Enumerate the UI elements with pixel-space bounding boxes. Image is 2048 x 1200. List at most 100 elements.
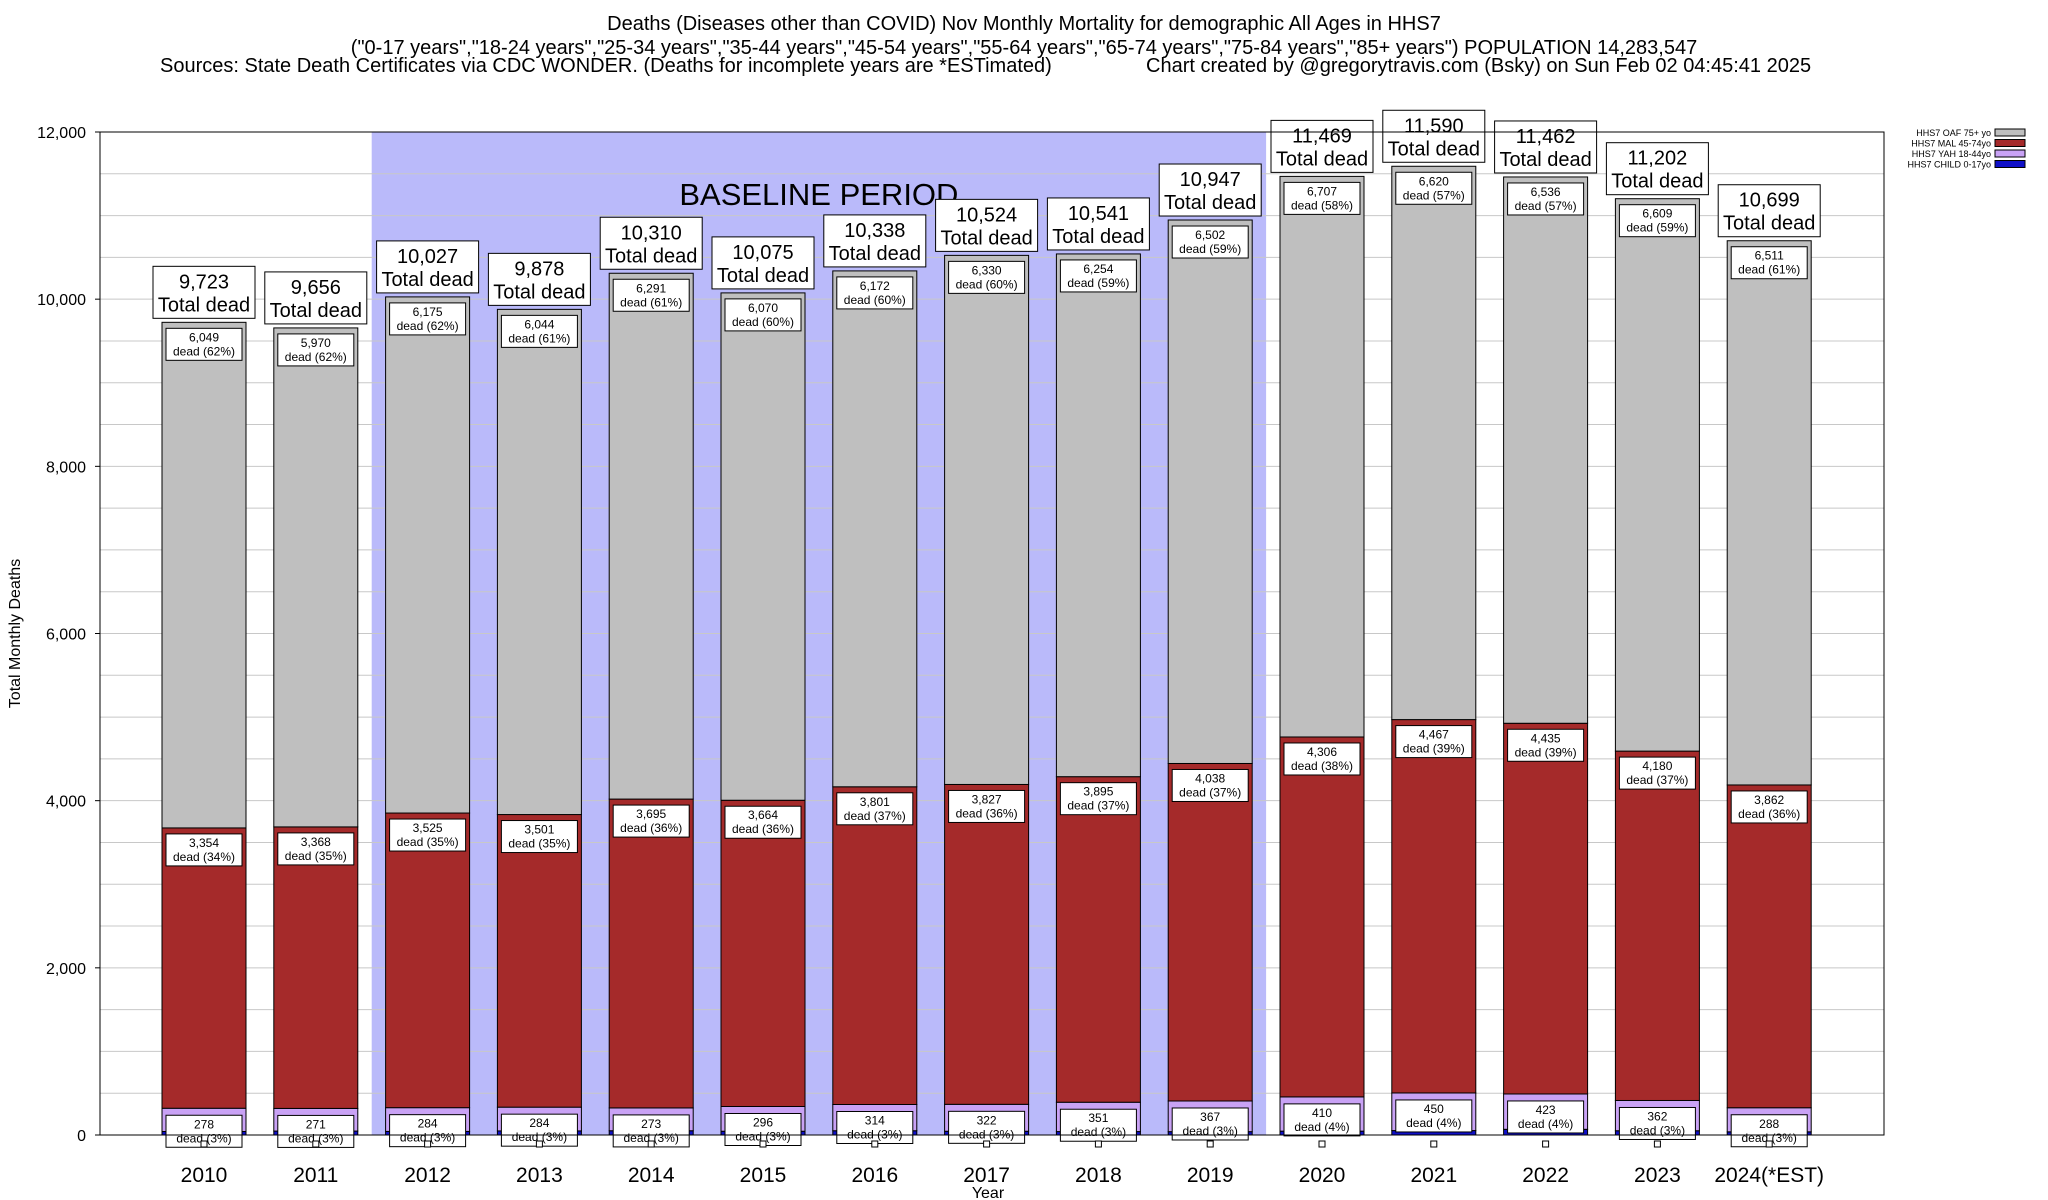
oaf-label-box xyxy=(1395,171,1473,205)
bar-marker xyxy=(1206,1140,1214,1148)
total-value-label: 11,202 xyxy=(1628,148,1688,170)
yah-value-label: 410 xyxy=(1312,1106,1332,1120)
yah-percent-label: dead (3%) xyxy=(1183,1124,1238,1138)
mal-value-label: 3,354 xyxy=(189,836,219,850)
total-label-box xyxy=(711,236,815,290)
y-tick-label: 2,000 xyxy=(46,961,86,978)
oaf-bar-segment xyxy=(1391,165,1477,721)
mal-bar-segment xyxy=(1391,719,1477,1094)
mal-percent-label: dead (36%) xyxy=(1738,807,1800,821)
oaf-bar-segment xyxy=(1279,175,1365,738)
total-value-label: 11,590 xyxy=(1404,115,1464,137)
yah-value-label: 367 xyxy=(1200,1110,1220,1124)
yah-value-label: 284 xyxy=(529,1116,549,1130)
oaf-percent-label: dead (58%) xyxy=(1291,198,1353,212)
total-value-label: 11,469 xyxy=(1292,125,1352,147)
yah-value-label: 423 xyxy=(1536,1103,1556,1117)
x-tick-label: 2022 xyxy=(1522,1164,1569,1187)
oaf-label-box xyxy=(836,276,914,310)
oaf-bar-segment xyxy=(385,296,471,814)
x-tick-label: 2021 xyxy=(1410,1164,1457,1187)
total-dead-label: Total dead xyxy=(1388,138,1480,160)
bar-marker xyxy=(535,1140,543,1148)
oaf-label-box xyxy=(1507,182,1585,216)
mal-bar-segment xyxy=(385,812,471,1109)
legend-label-mal: HHS7 MAL 45-74yo xyxy=(1911,139,1991,149)
mal-percent-label: dead (35%) xyxy=(397,835,459,849)
chart-sources: Sources: State Death Certificates via CD… xyxy=(160,55,1052,77)
bar-marker xyxy=(1094,1140,1102,1148)
mal-percent-label: dead (36%) xyxy=(620,821,682,835)
total-dead-label: Total dead xyxy=(381,269,473,291)
oaf-label-box xyxy=(1283,181,1361,215)
yah-value-label: 351 xyxy=(1088,1111,1108,1125)
mal-value-label: 4,435 xyxy=(1531,731,1561,745)
mal-value-label: 3,862 xyxy=(1754,793,1784,807)
oaf-value-label: 6,172 xyxy=(860,279,890,293)
bar-marker xyxy=(312,1140,320,1148)
mal-value-label: 4,038 xyxy=(1195,771,1225,785)
total-label-box xyxy=(264,271,368,325)
oaf-value-label: 6,175 xyxy=(413,305,443,319)
mal-bar-segment xyxy=(496,814,582,1108)
mal-bar-segment xyxy=(1503,722,1589,1095)
yah-label-box xyxy=(1618,1106,1696,1140)
mal-bar-segment xyxy=(1167,762,1253,1102)
yah-percent-label: dead (3%) xyxy=(1742,1131,1797,1145)
oaf-bar-segment xyxy=(1614,198,1700,752)
mal-label-box xyxy=(1171,768,1249,802)
mal-label-box xyxy=(612,804,690,838)
yah-percent-label: dead (3%) xyxy=(1630,1123,1685,1137)
total-value-label: 9,723 xyxy=(179,271,229,293)
yah-value-label: 322 xyxy=(977,1113,997,1127)
oaf-bar-segment xyxy=(161,321,247,829)
bar-marker xyxy=(759,1140,767,1148)
total-dead-label: Total dead xyxy=(940,227,1032,249)
x-axis-label: Year xyxy=(972,1185,1005,1200)
oaf-bar-segment xyxy=(496,308,582,816)
mal-value-label: 3,801 xyxy=(860,795,890,809)
total-value-label: 9,878 xyxy=(514,258,564,280)
yah-percent-label: dead (3%) xyxy=(1071,1125,1126,1139)
mal-value-label: 4,306 xyxy=(1307,745,1337,759)
total-dead-label: Total dead xyxy=(829,243,921,265)
legend-label-yah: HHS7 YAH 18-44yo xyxy=(1912,149,1991,159)
oaf-label-box xyxy=(724,298,802,332)
total-label-box xyxy=(823,214,927,268)
x-tick-label: 2014 xyxy=(628,1164,675,1187)
mal-bar-segment xyxy=(1279,736,1365,1098)
mal-label-box xyxy=(389,818,467,852)
oaf-percent-label: dead (60%) xyxy=(732,315,794,329)
mal-label-box xyxy=(165,833,243,867)
total-value-label: 10,541 xyxy=(1068,203,1129,225)
oaf-percent-label: dead (59%) xyxy=(1067,276,1129,290)
oaf-value-label: 6,609 xyxy=(1642,207,1672,221)
mal-value-label: 4,180 xyxy=(1642,759,1672,773)
bar-marker xyxy=(871,1140,879,1148)
mal-label-box xyxy=(277,832,355,866)
x-tick-label: 2024(*EST) xyxy=(1714,1164,1824,1187)
yah-percent-label: dead (3%) xyxy=(735,1129,790,1143)
total-value-label: 10,075 xyxy=(732,242,793,264)
x-tick-label: 2018 xyxy=(1075,1164,1122,1187)
oaf-value-label: 6,707 xyxy=(1307,184,1337,198)
mal-percent-label: dead (34%) xyxy=(173,850,235,864)
yah-value-label: 278 xyxy=(194,1117,214,1131)
oaf-bar-segment xyxy=(608,272,694,800)
oaf-bar-segment xyxy=(944,254,1030,785)
total-label-box xyxy=(935,198,1039,252)
legend-swatch-yah xyxy=(1994,149,2026,158)
oaf-label-box xyxy=(277,333,355,367)
x-tick-label: 2020 xyxy=(1299,1164,1346,1187)
bar-marker xyxy=(200,1140,208,1148)
yah-value-label: 450 xyxy=(1424,1102,1444,1116)
total-dead-label: Total dead xyxy=(1499,149,1591,171)
mal-percent-label: dead (39%) xyxy=(1403,742,1465,756)
yah-label-box xyxy=(724,1112,802,1146)
oaf-value-label: 6,330 xyxy=(972,263,1002,277)
legend-swatch-oaf xyxy=(1994,128,2026,137)
oaf-bar-segment xyxy=(1726,240,1812,786)
mal-percent-label: dead (39%) xyxy=(1515,745,1577,759)
oaf-percent-label: dead (62%) xyxy=(173,344,235,358)
total-label-box xyxy=(1605,142,1709,196)
